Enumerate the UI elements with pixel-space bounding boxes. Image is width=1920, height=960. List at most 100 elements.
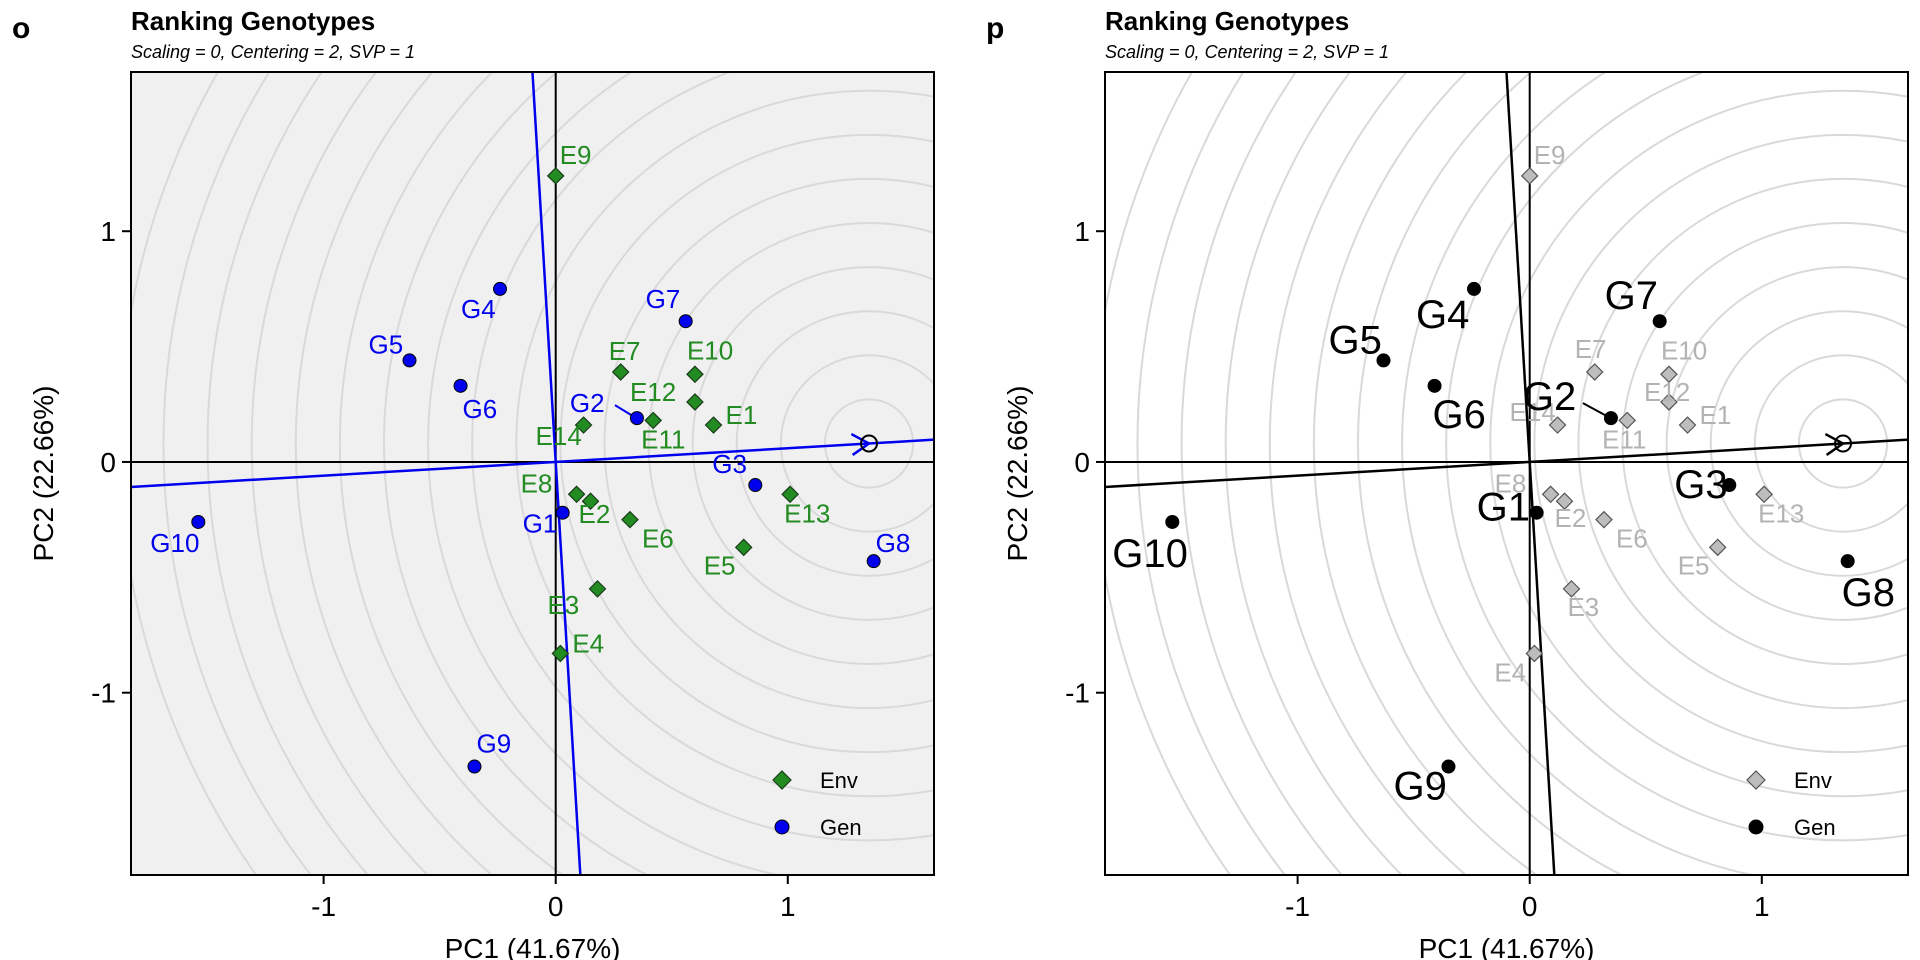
env-label-E10: E10 <box>1661 335 1707 365</box>
gen-label-G5: G5 <box>1328 318 1381 362</box>
gen-point-G9 <box>467 759 482 774</box>
gen-point-G6 <box>453 378 468 393</box>
g2-leader-line <box>614 404 634 417</box>
gen-label-G2: G2 <box>570 388 605 418</box>
legend-gen-swatch <box>1748 819 1764 835</box>
gen-point-G8 <box>1840 554 1855 569</box>
env-label-E13: E13 <box>1758 498 1804 528</box>
y-axis-title: PC2 (22.66%) <box>1002 386 1033 562</box>
ranking-circle <box>427 72 784 875</box>
arrowhead <box>1824 432 1846 456</box>
env-point-E5 <box>734 538 753 557</box>
ranking-circle <box>339 72 565 875</box>
x-tick-label: 0 <box>548 891 564 922</box>
env-point-E12 <box>1660 393 1678 411</box>
gen-point-G3 <box>1722 478 1737 493</box>
env-label-E1: E1 <box>726 400 758 430</box>
gen-label-G6: G6 <box>463 394 498 424</box>
ranking-circle <box>515 89 934 798</box>
ranking-circle <box>471 72 934 842</box>
env-point-E11 <box>1618 411 1637 430</box>
env-label-E9: E9 <box>1534 140 1566 170</box>
env-label-E3: E3 <box>1567 592 1599 622</box>
env-point-E9 <box>1520 166 1539 185</box>
env-label-E7: E7 <box>609 336 641 366</box>
env-point-E1 <box>1678 416 1697 434</box>
gen-point-G6 <box>1427 378 1442 393</box>
ranking-circle <box>1357 72 1624 875</box>
legend-gen-swatch <box>774 819 790 835</box>
x-tick-label: -1 <box>311 891 336 922</box>
gen-point-G8 <box>866 554 881 569</box>
gen-point-G10 <box>191 514 206 529</box>
gen-label-G8: G8 <box>1842 571 1895 615</box>
gen-point-G3 <box>748 478 763 493</box>
plot-border <box>130 71 935 876</box>
env-point-E2 <box>1555 492 1574 511</box>
env-point-E6 <box>1595 510 1613 529</box>
gen-point-G4 <box>493 281 508 296</box>
gen-label-G3: G3 <box>1674 463 1727 507</box>
env-point-E14 <box>574 416 593 434</box>
x-tick-label: 0 <box>1522 891 1538 922</box>
ranking-circle <box>1224 72 1404 875</box>
ranking-circle <box>647 222 934 665</box>
x-tick-label: 1 <box>780 891 796 922</box>
ranking-circle <box>1268 72 1468 875</box>
x-tick-label: 1 <box>1754 891 1770 922</box>
env-label-E9: E9 <box>560 140 592 170</box>
ranking-circle <box>1797 398 1889 489</box>
gen-label-G10: G10 <box>150 528 199 558</box>
legend-env-label: Env <box>820 768 858 793</box>
gen-label-G7: G7 <box>1605 274 1658 318</box>
chart-title: Ranking Genotypes <box>1105 6 1349 36</box>
gen-label-G5: G5 <box>368 329 403 359</box>
env-point-E3 <box>588 580 607 598</box>
gen-point-G1 <box>555 505 570 520</box>
ranking-circle <box>691 266 934 621</box>
ranking-circle <box>1180 72 1344 875</box>
gen-point-G7 <box>1652 314 1667 329</box>
plot-border <box>1104 71 1909 876</box>
ranking-circle <box>1577 178 1908 709</box>
env-point-E7 <box>1585 363 1604 381</box>
env-label-E8: E8 <box>521 468 553 498</box>
env-label-E7: E7 <box>1575 334 1607 364</box>
env-label-E5: E5 <box>704 550 736 580</box>
ranking-circle <box>1136 72 1287 875</box>
env-label-E5: E5 <box>1678 550 1710 580</box>
legend-gen-label: Gen <box>820 815 862 840</box>
env-point-E14 <box>1548 416 1567 434</box>
ideal-point-marker <box>1834 434 1853 453</box>
panel-letter: o <box>12 12 30 45</box>
perpendicular-axis <box>1505 72 1556 875</box>
env-label-E2: E2 <box>579 499 611 529</box>
y-tick-label: -1 <box>1065 678 1090 709</box>
env-label-E8: E8 <box>1495 468 1527 498</box>
gen-point-G2 <box>629 411 644 426</box>
x-axis-title: PC1 (41.67%) <box>445 933 621 960</box>
env-point-E4 <box>551 644 570 663</box>
ranking-circle <box>559 133 934 754</box>
env-label-E3: E3 <box>547 590 579 620</box>
chart-subtitle: Scaling = 0, Centering = 2, SVP = 1 <box>1105 42 1389 62</box>
ranking-circle <box>1489 89 1908 798</box>
env-point-E8 <box>567 485 586 504</box>
env-point-E7 <box>611 363 630 381</box>
gen-label-G3: G3 <box>712 449 747 479</box>
gen-label-G9: G9 <box>1393 765 1446 809</box>
ranking-circle <box>735 310 934 577</box>
env-label-E13: E13 <box>784 498 830 528</box>
ranking-circle <box>1445 72 1908 842</box>
ranking-circle <box>1401 72 1758 875</box>
plot-background <box>131 72 934 875</box>
env-label-E11: E11 <box>641 424 685 454</box>
gen-label-G9: G9 <box>476 729 511 759</box>
gen-label-G1: G1 <box>1477 486 1530 530</box>
env-point-E12 <box>686 393 704 411</box>
gen-point-G7 <box>678 314 693 329</box>
